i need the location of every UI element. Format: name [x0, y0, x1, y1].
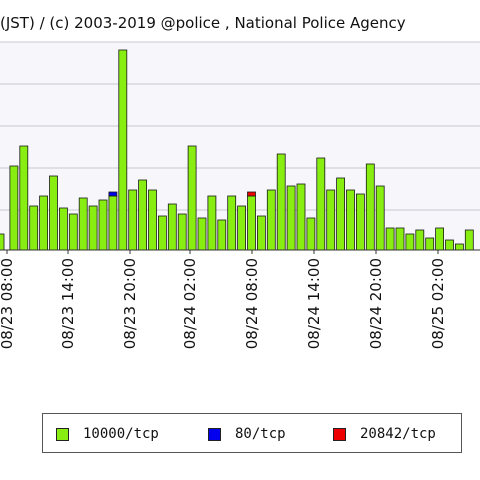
- bar-10000-tcp-45: [445, 239, 454, 251]
- legend-swatch-20842-tcp: [333, 427, 346, 441]
- x-tick-label-4: 08/24 08:00: [243, 258, 261, 349]
- bar-10000-tcp-34: [336, 177, 346, 251]
- bar-10000-tcp-15: [148, 189, 157, 251]
- legend-label-10000-tcp: 10000/tcp: [83, 426, 159, 442]
- bar-10000-tcp-42: [415, 229, 425, 251]
- x-tick-label-3: 08/24 02:00: [181, 258, 199, 349]
- bar-10000-tcp-5: [49, 175, 58, 251]
- chart-title: (JST) / (c) 2003-2019 @police , National…: [0, 14, 406, 32]
- bar-10000-tcp-28: [276, 153, 286, 251]
- legend-label-20842-tcp: 20842/tcp: [360, 426, 436, 442]
- bar-10000-tcp-14: [138, 179, 148, 251]
- bar-10000-tcp-12: [118, 49, 128, 251]
- bar-10000-tcp-23: [227, 195, 237, 251]
- bar-10000-tcp-11: [108, 195, 118, 251]
- bar-20842-tcp-25: [247, 191, 256, 197]
- bar-10000-tcp-47: [464, 229, 474, 251]
- bar-10000-tcp-20: [197, 217, 207, 251]
- legend: 10000/tcp 80/tcp 20842/tcp: [42, 413, 462, 453]
- legend-swatch-80-tcp: [208, 427, 221, 441]
- bar-10000-tcp-9: [88, 205, 98, 251]
- bar-10000-tcp-43: [425, 237, 435, 251]
- bar-10000-tcp-1: [9, 165, 19, 251]
- bar-10000-tcp-35: [346, 189, 355, 251]
- bar-10000-tcp-30: [296, 183, 306, 251]
- bar-10000-tcp-6: [59, 207, 68, 251]
- bar-10000-tcp-17: [167, 203, 177, 251]
- bar-10000-tcp-19: [187, 145, 197, 251]
- bar-10000-tcp-41: [405, 233, 415, 251]
- bar-10000-tcp-27: [266, 189, 276, 251]
- bar-10000-tcp-26: [256, 215, 266, 251]
- bar-10000-tcp-0: [0, 233, 5, 251]
- legend-label-80-tcp: 80/tcp: [235, 426, 286, 442]
- bar-10000-tcp-38: [375, 185, 385, 251]
- bar-10000-tcp-24: [237, 205, 247, 251]
- x-tick-label-1: 08/23 14:00: [59, 258, 77, 349]
- bar-10000-tcp-31: [306, 217, 316, 251]
- bar-10000-tcp-36: [355, 193, 365, 251]
- bar-10000-tcp-7: [68, 213, 78, 251]
- traffic-bar-chart: 08/23 08:00 08/23 14:00 08/23 20:00 08/24 0…: [0, 41, 480, 349]
- bar-10000-tcp-16: [157, 215, 167, 251]
- x-tick-label-0: 08/23 08:00: [0, 258, 16, 349]
- bar-10000-tcp-39: [385, 227, 395, 251]
- bar-10000-tcp-22: [217, 219, 227, 251]
- bar-10000-tcp-21: [207, 195, 217, 251]
- x-tick-label-5: 08/24 14:00: [305, 258, 323, 349]
- x-tick-label-2: 08/23 20:00: [121, 258, 139, 349]
- bar-10000-tcp-13: [128, 189, 138, 251]
- bar-10000-tcp-10: [98, 199, 108, 251]
- bar-10000-tcp-18: [177, 213, 187, 251]
- bar-10000-tcp-40: [395, 227, 405, 251]
- bar-10000-tcp-8: [78, 197, 88, 251]
- legend-item-10000-tcp: 10000/tcp: [56, 426, 159, 442]
- legend-item-20842-tcp: 20842/tcp: [333, 426, 436, 442]
- legend-item-80-tcp: 80/tcp: [208, 426, 286, 442]
- bar-10000-tcp-37: [365, 163, 375, 251]
- bar-10000-tcp-44: [435, 227, 445, 251]
- bar-10000-tcp-25: [247, 195, 256, 251]
- x-tick-label-7: 08/25 02:00: [429, 258, 447, 349]
- bar-10000-tcp-29: [286, 185, 296, 251]
- bar-10000-tcp-4: [39, 195, 48, 251]
- bar-10000-tcp-32: [316, 157, 326, 251]
- bar-10000-tcp-33: [326, 189, 336, 251]
- bar-10000-tcp-46: [454, 243, 464, 251]
- legend-swatch-10000-tcp: [56, 427, 69, 441]
- x-tick-label-6: 08/24 20:00: [367, 258, 385, 349]
- bar-10000-tcp-3: [29, 205, 39, 251]
- bar-10000-tcp-2: [19, 145, 29, 251]
- bar-80-tcp-11: [108, 191, 118, 197]
